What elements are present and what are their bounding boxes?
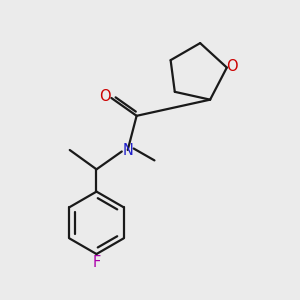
Text: F: F [92,255,101,270]
Text: N: N [122,142,133,158]
Text: O: O [100,89,111,104]
Text: O: O [226,59,238,74]
